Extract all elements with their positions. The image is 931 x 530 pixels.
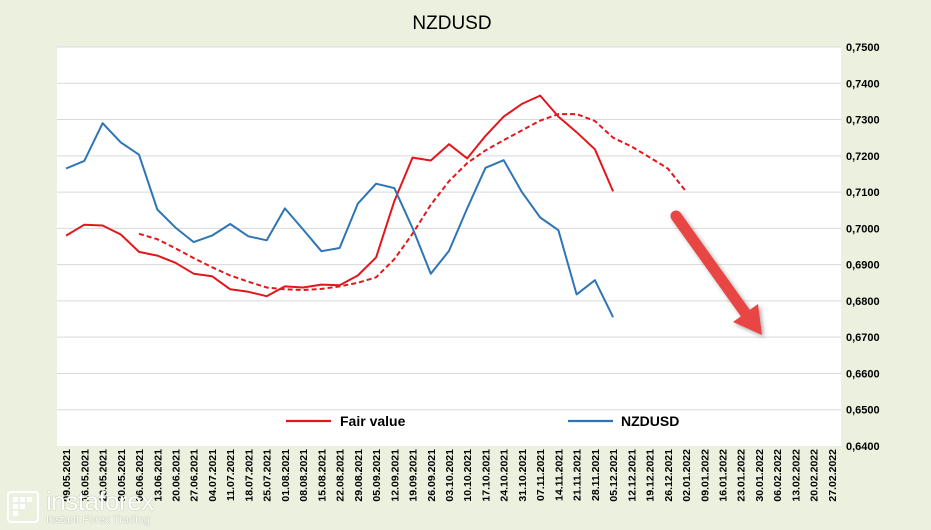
x-tick-label: 26.12.2021 bbox=[663, 449, 675, 502]
x-tick-label: 13.02.2022 bbox=[790, 449, 802, 502]
grid bbox=[57, 46, 841, 411]
y-tick-label: 0,6700 bbox=[846, 332, 880, 344]
x-tick-label: 24.10.2021 bbox=[499, 449, 511, 502]
x-tick-label: 01.08.2021 bbox=[280, 449, 292, 502]
legend: Fair value NZDUSD bbox=[286, 413, 679, 429]
x-tick-label: 02.01.2022 bbox=[681, 449, 693, 502]
series-lines bbox=[65, 94, 687, 318]
plot-area bbox=[57, 47, 841, 446]
x-tick-label: 03.10.2021 bbox=[444, 449, 456, 502]
y-tick-label: 0,7300 bbox=[846, 115, 880, 127]
x-tick-label: 12.12.2021 bbox=[626, 449, 638, 502]
x-tick-label: 11.07.2021 bbox=[225, 449, 237, 501]
x-tick-label: 14.11.2021 bbox=[553, 449, 565, 501]
y-tick-label: 0,6400 bbox=[846, 441, 880, 453]
x-tick-label: 28.11.2021 bbox=[590, 449, 602, 501]
x-axis-tick-labels: 09.05.2021 16.05.2021 23.05.2021 30.05.2021… bbox=[61, 449, 839, 502]
x-tick-label: 16.01.2022 bbox=[717, 449, 729, 502]
y-tick-label: 0,7000 bbox=[846, 223, 880, 235]
x-tick-label: 07.11.2021 bbox=[535, 449, 547, 501]
x-tick-label: 17.10.2021 bbox=[480, 449, 492, 502]
y-tick-label: 0,7500 bbox=[846, 42, 880, 54]
x-tick-label: 19.12.2021 bbox=[645, 449, 657, 502]
x-tick-label: 20.06.2021 bbox=[171, 449, 183, 502]
x-tick-label: 06.02.2022 bbox=[772, 449, 784, 502]
x-tick-label: 30.05.2021 bbox=[116, 449, 128, 502]
y-tick-label: 0,7100 bbox=[846, 187, 880, 199]
x-tick-label: 08.08.2021 bbox=[298, 449, 310, 502]
x-tick-label: 25.07.2021 bbox=[262, 449, 274, 502]
y-tick-label: 0,6600 bbox=[846, 368, 880, 380]
x-tick-label: 09.05.2021 bbox=[61, 449, 73, 502]
x-tick-label: 18.07.2021 bbox=[243, 449, 255, 502]
watermark-brand: instaforex bbox=[46, 486, 154, 516]
x-tick-label: 22.08.2021 bbox=[335, 449, 347, 502]
x-tick-label: 30.01.2022 bbox=[754, 449, 766, 502]
series-line-0 bbox=[65, 94, 615, 298]
y-tick-label: 0,6500 bbox=[846, 405, 880, 417]
y-tick-label: 0,6900 bbox=[846, 260, 880, 272]
down-arrow-annotation bbox=[670, 210, 762, 335]
x-tick-label: 05.12.2021 bbox=[608, 449, 620, 502]
x-tick-label: 21.11.2021 bbox=[572, 449, 584, 501]
x-tick-label: 27.06.2021 bbox=[189, 449, 201, 502]
x-tick-label: 09.01.2022 bbox=[699, 449, 711, 502]
x-tick-label: 13.06.2021 bbox=[152, 449, 164, 502]
x-tick-label: 29.08.2021 bbox=[353, 449, 365, 502]
x-tick-label: 05.09.2021 bbox=[371, 449, 383, 502]
y-tick-label: 0,6800 bbox=[846, 296, 880, 308]
legend-label-fair-value: Fair value bbox=[340, 413, 406, 429]
x-tick-label: 20.02.2022 bbox=[809, 449, 821, 502]
x-tick-label: 15.08.2021 bbox=[316, 449, 328, 502]
series-line-1 bbox=[138, 113, 687, 291]
x-tick-label: 23.01.2022 bbox=[736, 449, 748, 502]
y-axis-tick-labels: 0,6400 0,6500 0,6600 0,6700 0,6800 0,6900 0,70… bbox=[846, 42, 880, 453]
watermark: instaforex Instant Forex Trading bbox=[6, 487, 181, 527]
y-tick-label: 0,7400 bbox=[846, 78, 880, 90]
watermark-tagline: Instant Forex Trading bbox=[46, 514, 150, 526]
x-tick-label: 04.07.2021 bbox=[207, 449, 219, 502]
x-tick-label: 19.09.2021 bbox=[408, 449, 420, 502]
x-tick-label: 26.09.2021 bbox=[426, 449, 438, 502]
instaforex-logo-icon bbox=[7, 491, 39, 523]
x-tick-label: 06.06.2021 bbox=[134, 449, 146, 502]
x-tick-label: 12.09.2021 bbox=[389, 449, 401, 502]
y-tick-label: 0,7200 bbox=[846, 151, 880, 163]
x-tick-label: 27.02.2022 bbox=[827, 449, 839, 502]
x-tick-label: 10.10.2021 bbox=[462, 449, 474, 502]
x-tick-label: 23.05.2021 bbox=[98, 449, 110, 502]
x-tick-label: 16.05.2021 bbox=[79, 449, 91, 502]
x-tick-label: 31.10.2021 bbox=[517, 449, 529, 502]
chart-title: NZDUSD bbox=[412, 13, 491, 34]
legend-label-nzdusd: NZDUSD bbox=[621, 413, 679, 429]
series-line-2 bbox=[65, 122, 614, 318]
